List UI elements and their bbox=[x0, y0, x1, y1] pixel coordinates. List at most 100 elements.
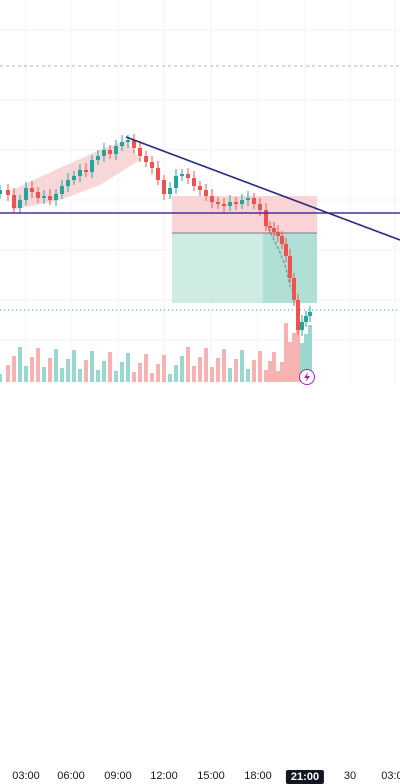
volume-bar bbox=[6, 365, 10, 382]
candle-body bbox=[18, 200, 22, 208]
candle-body bbox=[168, 188, 172, 194]
volume-bar bbox=[272, 352, 276, 382]
volume-bar bbox=[222, 349, 226, 382]
candle-body bbox=[234, 202, 238, 204]
candle-body bbox=[192, 178, 196, 186]
candle-body bbox=[216, 202, 220, 204]
volume-bar bbox=[210, 367, 214, 382]
volume-bar bbox=[150, 373, 154, 382]
volume-bar bbox=[60, 368, 64, 382]
volume-bar bbox=[296, 324, 300, 382]
volume-bars bbox=[0, 323, 312, 382]
time-axis-label: 03:00 bbox=[381, 770, 400, 782]
candle-body bbox=[48, 196, 52, 200]
candle-body bbox=[222, 204, 226, 206]
candle-body bbox=[66, 180, 70, 186]
time-axis-label: 09:00 bbox=[104, 770, 132, 782]
volume-bar bbox=[276, 371, 280, 382]
candle-body bbox=[288, 256, 292, 278]
time-axis[interactable]: 03:00 06:00 09:00 12:00 15:00 18:00 21:0… bbox=[0, 384, 400, 784]
volume-bar bbox=[102, 361, 106, 382]
candle-body bbox=[272, 228, 276, 232]
volume-bar bbox=[42, 367, 46, 382]
candle-body bbox=[246, 198, 250, 200]
candle-body bbox=[180, 174, 184, 176]
volume-bar bbox=[72, 350, 76, 382]
volume-bar bbox=[174, 365, 178, 382]
candle-body bbox=[280, 236, 284, 244]
volume-bar bbox=[0, 374, 2, 382]
volume-bar bbox=[126, 353, 130, 382]
chart-canvas[interactable] bbox=[0, 0, 400, 384]
candle-body bbox=[84, 170, 88, 172]
volume-bar bbox=[216, 358, 220, 382]
time-axis-label: 12:00 bbox=[150, 770, 178, 782]
volume-bar bbox=[300, 343, 304, 382]
volume-bar bbox=[252, 360, 256, 382]
volume-bar bbox=[90, 351, 94, 382]
candle-body bbox=[292, 278, 296, 300]
volume-bar bbox=[48, 358, 52, 382]
candle-body bbox=[42, 196, 46, 198]
candle-body bbox=[108, 150, 112, 154]
volume-bar bbox=[204, 348, 208, 382]
volume-bar bbox=[156, 364, 160, 382]
volume-bar bbox=[132, 372, 136, 382]
volume-bar bbox=[12, 356, 16, 382]
volume-bar bbox=[186, 347, 190, 382]
candle-body bbox=[114, 146, 118, 154]
candle-body bbox=[138, 148, 142, 156]
candle-body bbox=[240, 200, 244, 204]
volume-bar bbox=[168, 374, 172, 382]
candle-body bbox=[284, 244, 288, 256]
volume-bar bbox=[284, 323, 288, 382]
candle-body bbox=[252, 198, 256, 204]
volume-bar bbox=[78, 369, 82, 382]
volume-bar bbox=[198, 357, 202, 382]
stop-loss-zone[interactable] bbox=[172, 196, 317, 233]
candle-body bbox=[300, 322, 304, 330]
volume-bar bbox=[280, 362, 284, 382]
candle-body bbox=[12, 195, 16, 208]
candle-body bbox=[90, 160, 94, 172]
candle-body bbox=[268, 226, 272, 228]
volume-bar bbox=[54, 349, 58, 382]
time-axis-label: 18:00 bbox=[244, 770, 272, 782]
candle-body bbox=[174, 176, 178, 188]
candle-body bbox=[204, 190, 208, 196]
lightning-glyph bbox=[304, 372, 310, 382]
candlestick-series[interactable] bbox=[0, 134, 312, 336]
candle-body bbox=[102, 150, 106, 156]
candle-body bbox=[296, 300, 300, 330]
candle-body bbox=[258, 204, 262, 210]
candle-body bbox=[36, 192, 40, 198]
candle-body bbox=[30, 188, 34, 192]
volume-bar bbox=[288, 342, 292, 382]
descending-trendline[interactable] bbox=[125, 136, 400, 241]
candle-body bbox=[78, 170, 82, 176]
candle-body bbox=[304, 316, 308, 322]
candle-body bbox=[126, 140, 130, 142]
candle-body bbox=[228, 202, 232, 206]
lightning-icon[interactable] bbox=[299, 369, 315, 385]
volume-bar bbox=[308, 325, 312, 382]
volume-bar bbox=[144, 354, 148, 382]
candle-body bbox=[72, 176, 76, 180]
candle-body bbox=[96, 156, 100, 160]
volume-bar bbox=[24, 366, 28, 382]
volume-bar bbox=[120, 362, 124, 382]
candle-body bbox=[264, 210, 268, 226]
volume-bar bbox=[180, 356, 184, 382]
candle-body bbox=[156, 168, 160, 180]
volume-bar bbox=[108, 352, 112, 382]
volume-bar bbox=[192, 366, 196, 382]
volume-bar bbox=[240, 350, 244, 382]
volume-bar bbox=[234, 359, 238, 382]
trade-path-line bbox=[265, 223, 292, 291]
volume-bar bbox=[162, 355, 166, 382]
candle-body bbox=[276, 232, 280, 236]
volume-bar bbox=[138, 363, 142, 382]
candle-body bbox=[54, 194, 58, 200]
volume-bar bbox=[18, 347, 22, 382]
